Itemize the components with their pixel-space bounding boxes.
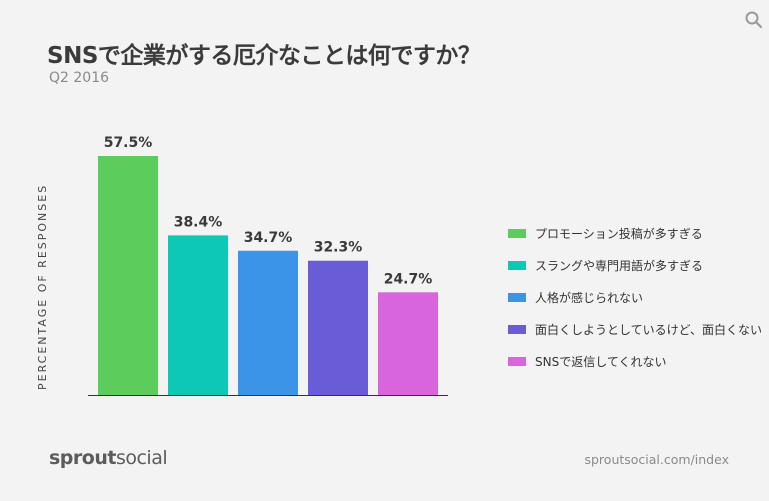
legend-label-1: プロモーション投稿が多すぎる	[535, 226, 703, 241]
footer-url[interactable]: sproutsocial.com/index	[584, 452, 729, 467]
data-label-4: 32.3%	[314, 240, 363, 256]
legend-label-4: 面白くしようとしているけど、面白くない	[535, 322, 763, 337]
logo-social: social	[115, 447, 168, 469]
sproutsocial-logo: sproutsocial	[49, 447, 168, 469]
legend-item-2: スラングや専門用語が多すぎる	[508, 249, 762, 281]
legend-swatch-2	[508, 260, 526, 270]
legend-label-5: SNSで返信してくれない	[535, 354, 667, 369]
bar-5	[378, 292, 438, 395]
search-icon[interactable]	[744, 10, 764, 30]
legend-item-4: 面白くしようとしているけど、面白くない	[508, 313, 762, 345]
bar-3	[238, 250, 298, 395]
legend-item-5: SNSで返信してくれない	[508, 345, 762, 377]
data-label-3: 34.7%	[244, 230, 293, 246]
legend-label-2: スラングや専門用語が多すぎる	[535, 258, 704, 273]
data-label-1: 57.5%	[104, 135, 153, 151]
chart-subtitle: Q2 2016	[49, 70, 110, 86]
legend-swatch-1	[508, 228, 526, 238]
legend-label-3: 人格が感じられない	[535, 290, 644, 305]
bar-1	[98, 156, 158, 395]
legend-item-1: プロモーション投稿が多すぎる	[508, 217, 762, 249]
chart-title: SNSで企業がする厄介なことは何ですか？	[47, 43, 481, 69]
legend-item-3: 人格が感じられない	[508, 281, 762, 313]
data-label-5: 24.7%	[384, 271, 433, 287]
legend-swatch-3	[508, 292, 526, 302]
legend: プロモーション投稿が多すぎる スラングや専門用語が多すぎる 人格が感じられない面白く…	[508, 217, 762, 377]
data-label-2: 38.4%	[174, 214, 223, 230]
bar-2	[168, 235, 228, 395]
logo-sprout: sprout	[49, 447, 116, 469]
legend-swatch-4	[508, 324, 526, 334]
legend-swatch-5	[508, 356, 526, 366]
bar-4	[308, 260, 368, 395]
